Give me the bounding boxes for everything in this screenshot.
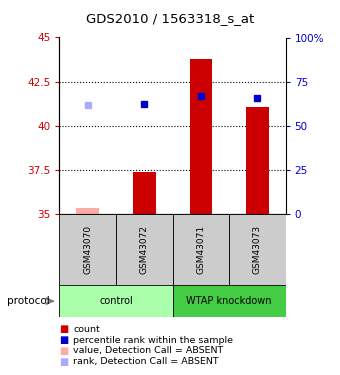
Bar	[172, 285, 286, 317]
Bar	[189, 58, 212, 214]
Text: value, Detection Call = ABSENT: value, Detection Call = ABSENT	[73, 346, 223, 355]
Bar	[246, 107, 269, 214]
Text: protocol: protocol	[7, 296, 50, 306]
Bar	[172, 214, 229, 285]
Text: ■: ■	[59, 346, 69, 356]
Bar	[76, 208, 99, 214]
Bar	[133, 172, 156, 214]
Bar	[116, 214, 173, 285]
Text: GSM43072: GSM43072	[140, 225, 149, 274]
Text: ■: ■	[59, 357, 69, 367]
Text: percentile rank within the sample: percentile rank within the sample	[73, 336, 233, 345]
Bar	[59, 214, 116, 285]
Text: GDS2010 / 1563318_s_at: GDS2010 / 1563318_s_at	[86, 12, 254, 25]
Text: WTAP knockdown: WTAP knockdown	[186, 296, 272, 306]
Text: ■: ■	[59, 324, 69, 334]
Text: GSM43070: GSM43070	[83, 225, 92, 274]
Text: rank, Detection Call = ABSENT: rank, Detection Call = ABSENT	[73, 357, 219, 366]
Text: GSM43073: GSM43073	[253, 225, 262, 274]
Bar	[59, 285, 173, 317]
Bar	[229, 214, 286, 285]
Text: control: control	[99, 296, 133, 306]
Text: ■: ■	[59, 335, 69, 345]
Text: count: count	[73, 325, 100, 334]
Text: GSM43071: GSM43071	[196, 225, 205, 274]
